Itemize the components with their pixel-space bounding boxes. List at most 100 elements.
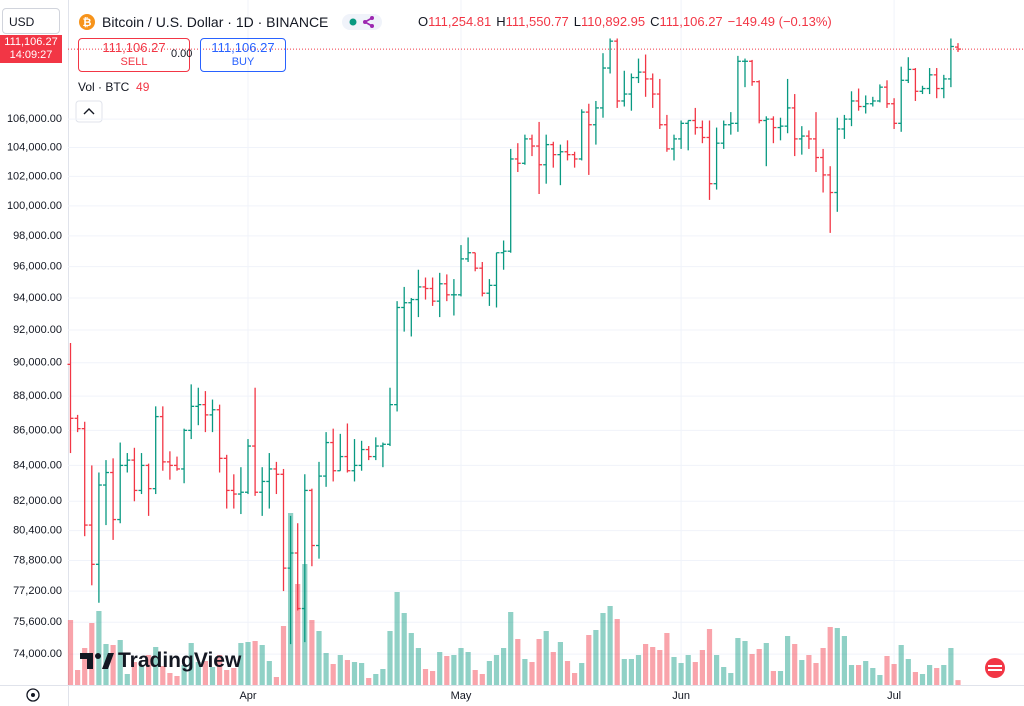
y-tick-label: 82,000.00 xyxy=(13,495,62,507)
volume-bar xyxy=(550,652,556,685)
countdown: 14:09:27 xyxy=(9,49,53,62)
y-tick-label: 92,000.00 xyxy=(13,324,62,336)
volume-bar xyxy=(927,665,933,685)
volume-bar xyxy=(848,665,855,685)
volume-bar xyxy=(799,660,805,685)
sell-price: 111,106.27 xyxy=(102,40,166,55)
volume-bar xyxy=(827,627,833,685)
volume-bar xyxy=(458,648,464,685)
volume-bar xyxy=(373,674,379,685)
volume-bar xyxy=(82,648,88,685)
volume-bar xyxy=(614,619,620,685)
volume-bar xyxy=(572,673,578,685)
y-tick-label: 106,000.00 xyxy=(7,113,62,125)
volume-bar xyxy=(529,662,535,685)
volume-bar xyxy=(430,671,436,685)
volume-bar xyxy=(451,655,457,685)
volume-bar xyxy=(359,663,365,685)
status-icons[interactable] xyxy=(342,13,383,31)
y-tick-label: 86,000.00 xyxy=(13,424,62,436)
volume-bar xyxy=(536,639,542,685)
volume-bar xyxy=(351,662,358,685)
volume-bar xyxy=(316,631,322,685)
volume-bar xyxy=(635,655,642,685)
volume-bar xyxy=(543,631,549,685)
volume-bar xyxy=(834,628,840,685)
volume-bar xyxy=(366,678,372,685)
volume-bar xyxy=(138,665,145,685)
volume-bar xyxy=(621,659,627,685)
volume-bar xyxy=(941,665,947,685)
volume-bar xyxy=(557,642,563,685)
volume-bar xyxy=(415,648,421,685)
y-tick-label: 74,000.00 xyxy=(13,648,62,660)
volume-bar xyxy=(884,656,890,685)
volume-bar xyxy=(870,668,876,685)
volume-bar xyxy=(309,620,315,685)
volume-bar xyxy=(167,673,173,685)
buy-price: 111,106.27 xyxy=(211,40,275,55)
volume-bar xyxy=(323,653,329,685)
volume-bar xyxy=(806,655,812,685)
volume-bar xyxy=(160,666,166,685)
volume-bar xyxy=(699,650,705,685)
x-tick-label: Apr xyxy=(239,690,256,702)
volume-bar xyxy=(898,645,904,685)
sell-button[interactable]: 111,106.27 SELL xyxy=(78,38,190,72)
volume-bar xyxy=(728,673,734,685)
flag-stripes xyxy=(988,665,1002,671)
volume-bar xyxy=(146,655,152,685)
y-tick-label: 96,000.00 xyxy=(13,261,62,273)
volume-bar xyxy=(96,611,102,685)
grid xyxy=(68,0,1024,685)
volume-bar xyxy=(344,660,350,685)
volume-bar xyxy=(444,656,450,685)
volume-bar xyxy=(891,664,897,685)
volume-bar xyxy=(259,645,265,685)
volume-bar xyxy=(579,663,585,685)
brand-logo: TradingView xyxy=(80,649,241,673)
legend-value: 111,106.27 xyxy=(659,14,723,29)
volume-bar xyxy=(337,655,343,685)
volume-legend: Vol · BTC 49 xyxy=(78,80,149,94)
volume-bar xyxy=(863,661,869,685)
volume-bar xyxy=(607,606,613,685)
y-tick-label: 88,000.00 xyxy=(13,390,62,402)
legend-key: H xyxy=(496,14,506,29)
x-tick-label: Jun xyxy=(672,690,690,702)
settings-icon[interactable] xyxy=(26,688,40,702)
volume-bar xyxy=(238,643,244,685)
volume-bar xyxy=(437,652,443,685)
volume-bar xyxy=(685,655,691,685)
currency-select[interactable]: USD xyxy=(2,8,60,34)
volume-bar xyxy=(650,647,656,685)
volume-bar xyxy=(522,659,528,685)
volume-bar xyxy=(692,662,698,685)
volume-bar xyxy=(756,649,762,685)
volume-bar xyxy=(564,661,571,685)
y-tick-label: 98,000.00 xyxy=(13,230,62,242)
y-tick-label: 94,000.00 xyxy=(13,292,62,304)
volume-bar xyxy=(479,674,485,685)
buy-button[interactable]: 111,106.27 BUY xyxy=(200,38,286,72)
volume-bar xyxy=(330,664,336,685)
last-price: 111,106.27 xyxy=(4,36,58,49)
collapse-button[interactable] xyxy=(75,100,103,123)
volume-bar xyxy=(472,670,478,685)
volume-bar xyxy=(209,667,216,685)
flag-icon[interactable] xyxy=(985,658,1005,678)
symbol-header: ₿ Bitcoin / U.S. Dollar · 1D · BINANCE xyxy=(78,13,383,31)
volume-bar xyxy=(657,650,663,685)
volume-bar xyxy=(422,669,429,685)
volume-bar xyxy=(493,655,500,685)
volume-bar xyxy=(231,668,237,685)
volume-bar xyxy=(295,584,301,685)
y-tick-label: 75,600.00 xyxy=(13,616,62,628)
volume-bar xyxy=(110,645,116,685)
volume-bar xyxy=(813,663,819,685)
legend-change: −149.49 (−0.13%) xyxy=(727,14,832,29)
volume-bar xyxy=(664,633,670,685)
volume-bar xyxy=(905,659,911,685)
volume-bar xyxy=(202,661,208,685)
ohlc-legend: O111,254.81 H111,550.77 L110,892.95 C111,10… xyxy=(418,14,832,29)
